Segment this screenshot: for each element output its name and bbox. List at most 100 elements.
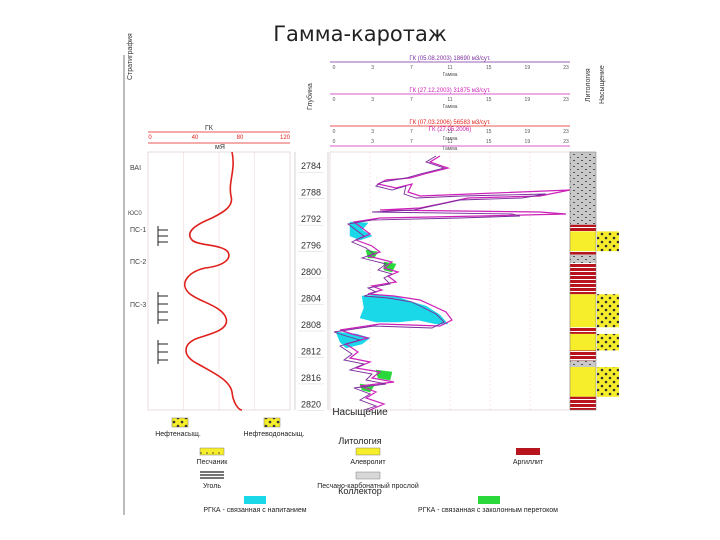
- ngk-tick-label: 7: [410, 65, 413, 71]
- svg-text:Стратиграфия: Стратиграфия: [127, 33, 134, 80]
- ngk-tick-label: 23: [563, 129, 569, 135]
- ngk-tick-label: 23: [563, 97, 569, 103]
- ngk-tick-label: 19: [525, 97, 531, 103]
- depth-track: Глубина 2784 2788 2792 2796 2800 2804 2808 2812…: [294, 83, 329, 411]
- lithology-argillite: [570, 327, 596, 334]
- lithology-argillite: [570, 251, 596, 255]
- legend-sandy-carbonate: Песчано-карбонатный прослой: [317, 482, 419, 490]
- oil-sat-swatch: [171, 417, 189, 428]
- depth-label: 2788: [301, 188, 321, 198]
- layer-label: ПС-1: [130, 227, 146, 234]
- depth-label: 2812: [301, 346, 321, 356]
- run-curve-label: ГК (27.12.2003) 31875 м3/сут.: [409, 88, 491, 94]
- green-zone-swatch: [478, 496, 500, 504]
- ngk-tick-label: 23: [563, 139, 569, 145]
- layer-labels: ВАI ЮС0 ПС-1 ПС-2 ПС-3: [128, 165, 168, 364]
- ngk-tick-label: 0: [333, 129, 336, 135]
- gr-tick-label: 80: [237, 135, 244, 141]
- ngk-tick-label: 0: [333, 65, 336, 71]
- ngk-tick-label: 3: [371, 65, 374, 71]
- ngk-tick-label: 19: [525, 139, 531, 145]
- lithology-silty: [570, 152, 596, 225]
- lithology-argillite: [570, 396, 596, 410]
- lithology-silty: [570, 360, 596, 367]
- gr-unit: мЯ: [215, 144, 225, 151]
- gamma-label: Гамма: [443, 146, 458, 152]
- lithology-sandstone_oil: [570, 294, 596, 328]
- legend-coal: Уголь: [203, 483, 221, 490]
- lithology-sandstone_oil: [570, 367, 596, 397]
- depth-label: 2808: [301, 320, 321, 330]
- depth-label: 2804: [301, 294, 321, 304]
- svg-text:Насыщение: Насыщение: [599, 65, 606, 104]
- legend-argillite: Аргиллит: [513, 459, 544, 466]
- ngk-tick-label: 23: [563, 65, 569, 71]
- legend-oil-sat: Нефтенасыщ.: [155, 431, 201, 438]
- sandstone-swatch: [199, 447, 225, 456]
- run-curve-label: ГК (07.03.2006) 56583 м3/сут.: [409, 120, 491, 126]
- cyan-anomaly-zone: [359, 294, 449, 325]
- legend-saturation-title: Насыщение: [332, 407, 388, 418]
- ngk-tick-label: 15: [486, 129, 492, 135]
- ngk-tick-label: 11: [447, 97, 452, 103]
- ngk-tick-label: 11: [447, 129, 452, 135]
- slide-title: Гамма-каротаж: [273, 22, 447, 46]
- layer-label: ВАI: [130, 165, 141, 172]
- svg-text:Литология: Литология: [585, 68, 592, 102]
- ngk-tick-label: 15: [486, 97, 492, 103]
- ngk-tick-label: 7: [410, 97, 413, 103]
- saturation-oil-block: [597, 231, 619, 252]
- legend-collector-title: Коллектор: [338, 486, 382, 496]
- lithology-argillite: [570, 263, 596, 295]
- legend-oil-water-sat: Нефтеводонасыщ.: [244, 431, 305, 438]
- depth-label: 2816: [301, 373, 321, 383]
- ngk-tick-label: 19: [525, 129, 531, 135]
- ngk-tick-label: 15: [486, 65, 492, 71]
- saturation-oil-block: [597, 367, 619, 397]
- svg-text:ГК: ГК: [205, 125, 214, 132]
- depth-label: 2784: [301, 161, 321, 171]
- layer-label: ПС-2: [130, 259, 146, 266]
- legend: Насыщение Нефтенасыщ. Нефтеводонасыщ. Ли…: [155, 407, 558, 514]
- cyan-zone-swatch: [244, 496, 266, 504]
- gr-tick-label: 0: [148, 135, 152, 141]
- gamma-label: Гамма: [443, 136, 458, 142]
- gr-tick-label: 40: [192, 135, 199, 141]
- lithology-sandstone_oil: [570, 333, 596, 351]
- gr-tick-label: 120: [280, 135, 291, 141]
- gamma-curve-run-2: [333, 155, 547, 411]
- legend-green-zone: РГКА - связанная с заколонным перетоком: [418, 507, 558, 514]
- run-curve-label: ГК (05.08.2003) 18690 м3/сут.: [409, 56, 491, 62]
- gr-track: Стратиграфия ГК 0 40 80 120 мЯ: [127, 33, 291, 411]
- run-curve-label: ГК (27.05.2006): [429, 127, 471, 133]
- ngk-tick-label: 11: [447, 65, 452, 71]
- ngk-tick-label: 7: [410, 139, 413, 145]
- lithology-column: Литология Насыщение: [569, 65, 619, 411]
- siltstone-swatch: [355, 447, 381, 456]
- legend-siltstone: Алевролит: [350, 459, 386, 466]
- coal-swatch: [200, 471, 224, 479]
- lithology-sandstone_oil: [570, 231, 596, 252]
- legend-lithology-title: Литология: [338, 436, 381, 446]
- ngk-tick-label: 19: [525, 65, 531, 71]
- ngk-tick-label: 7: [410, 129, 413, 135]
- gr-curve: [184, 151, 243, 411]
- depth-label: 2820: [301, 399, 321, 409]
- gamma-label: Гамма: [443, 72, 458, 78]
- layer-label: ЮС0: [128, 211, 142, 217]
- ngk-tick-label: 3: [371, 97, 374, 103]
- lithology-argillite: [570, 224, 596, 232]
- sandy-carbonate-swatch: [355, 471, 381, 480]
- depth-label: 2792: [301, 214, 321, 224]
- ngk-tick-label: 0: [333, 139, 336, 145]
- ngk-tick-label: 0: [333, 97, 336, 103]
- layer-label: ПС-3: [130, 302, 146, 309]
- gamma-label: Гамма: [443, 104, 458, 110]
- legend-sandstone: Песчаник: [197, 459, 229, 466]
- ngk-tick-label: 3: [371, 129, 374, 135]
- oil-water-sat-swatch: [263, 417, 281, 428]
- argillite-swatch: [516, 448, 540, 455]
- gamma-curve-run-1: [339, 155, 571, 411]
- ngk-tick-label: 15: [486, 139, 492, 145]
